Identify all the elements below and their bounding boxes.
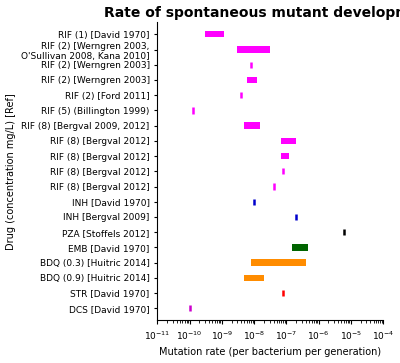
- Y-axis label: Drug (concentration mg/L) [Ref]: Drug (concentration mg/L) [Ref]: [6, 93, 16, 250]
- X-axis label: Mutation rate (per bacterium per generation): Mutation rate (per bacterium per generat…: [159, 347, 381, 358]
- Bar: [244, 122, 260, 129]
- Bar: [237, 46, 270, 53]
- Bar: [205, 31, 224, 37]
- Bar: [244, 275, 264, 281]
- Bar: [251, 260, 306, 266]
- Bar: [292, 244, 308, 250]
- Title: Rate of spontaneous mutant development: Rate of spontaneous mutant development: [104, 5, 400, 20]
- Bar: [282, 138, 296, 144]
- Bar: [282, 153, 289, 159]
- Bar: [247, 77, 257, 83]
